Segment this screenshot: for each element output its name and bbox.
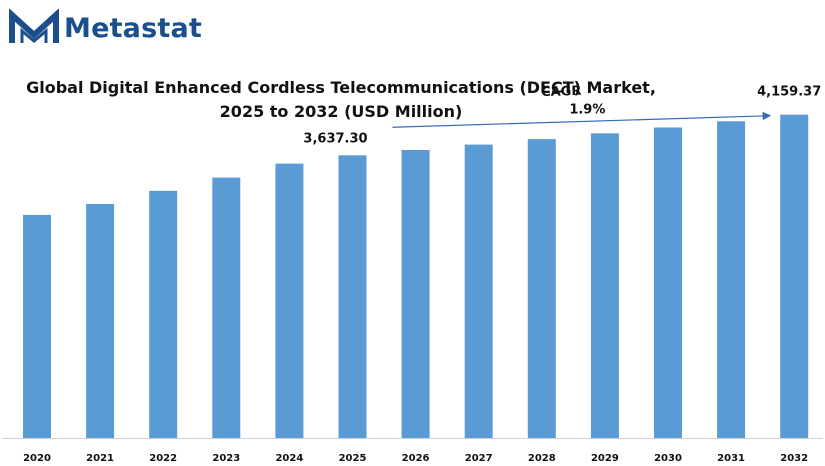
x-tick-label-2021: 2021 [86, 453, 114, 464]
bar-2024 [275, 163, 304, 438]
cagr-arrow [392, 111, 772, 128]
x-tick-label-2025: 2025 [339, 453, 367, 464]
bar-2023 [212, 177, 241, 438]
chart-title-line-1: Global Digital Enhanced Cordless Telecom… [26, 78, 656, 97]
chart-title: Global Digital Enhanced Cordless Telecom… [0, 76, 682, 124]
x-tick-label-2026: 2026 [402, 453, 430, 464]
data-labels: 3,637.30 4,159.37 [303, 85, 821, 147]
x-tick-label-2032: 2032 [780, 453, 808, 464]
x-tick-label-2029: 2029 [591, 453, 619, 464]
cagr-label: CAGR [541, 84, 582, 100]
x-tick-label-2031: 2031 [717, 453, 745, 464]
x-tick-label-2020: 2020 [23, 453, 51, 464]
x-tick-label-2027: 2027 [465, 453, 493, 464]
data-label-2025: 3,637.30 [303, 131, 367, 146]
bar-2022 [149, 190, 178, 438]
x-tick-label-2022: 2022 [149, 453, 177, 464]
bar-2030 [654, 127, 682, 438]
bar-2026 [401, 150, 430, 438]
bar-2021 [86, 204, 115, 438]
bar-2029 [590, 133, 619, 439]
data-label-2032: 4,159.37 [757, 85, 821, 100]
cagr-value: 1.9% [569, 102, 605, 117]
bar-2025 [338, 155, 367, 439]
x-tick-label-2030: 2030 [654, 453, 682, 464]
metastat-logo-icon [9, 9, 59, 43]
bars-group [23, 114, 809, 439]
chart-title-line-2: 2025 to 2032 (USD Million) [219, 102, 463, 121]
x-tick-label-2028: 2028 [528, 453, 556, 464]
bar-2027 [464, 144, 493, 438]
bar-2020 [23, 214, 51, 438]
x-axis-labels: 2020 2021 2022 2023 2024 2025 2026 2027 2028 2029… [23, 453, 808, 464]
brand-name: Metastat [64, 12, 203, 44]
x-tick-label-2024: 2024 [275, 453, 303, 464]
bar-2032 [780, 114, 809, 438]
bar-2028 [527, 139, 556, 438]
brand-logo: Metastat [8, 8, 202, 48]
bar-2031 [717, 121, 746, 439]
x-tick-label-2023: 2023 [212, 453, 240, 464]
